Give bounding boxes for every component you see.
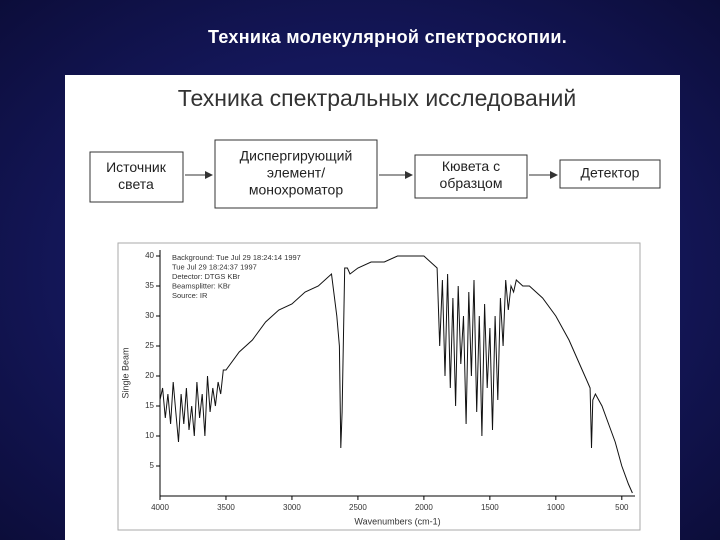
spectrum-line — [159, 255, 633, 494]
y-tick-label: 5 — [150, 461, 155, 470]
slide-title: Техника молекулярной спектроскопии. — [207, 27, 568, 47]
node-label: монохроматор — [249, 182, 343, 198]
x-tick-label: 2500 — [349, 503, 367, 512]
node-label: Детектор — [581, 165, 640, 181]
node-label: Источник — [106, 159, 167, 175]
node-box — [414, 154, 528, 199]
annotation: Beamsplitter: KBr — [172, 281, 231, 290]
node-label: образцом — [440, 175, 503, 191]
annotation: Detector: DTGS KBr — [172, 272, 240, 281]
y-tick-label: 25 — [145, 341, 154, 350]
node-box — [89, 151, 184, 203]
x-tick-label: 3500 — [217, 503, 235, 512]
annotation: Source: IR — [172, 291, 208, 300]
x-tick-label: 1500 — [481, 503, 499, 512]
node-label: Кювета с — [442, 158, 500, 174]
annotation: Background: Tue Jul 29 18:24:14 1997 — [172, 253, 301, 262]
x-tick-label: 4000 — [151, 503, 169, 512]
chart-frame — [117, 242, 641, 531]
y-tick-label: 30 — [145, 311, 154, 320]
y-tick-label: 10 — [145, 431, 154, 440]
y-tick-label: 35 — [145, 281, 154, 290]
x-tick-label: 500 — [615, 503, 629, 512]
y-tick-label: 40 — [145, 251, 154, 260]
y-tick-label: 15 — [145, 401, 154, 410]
x-tick-label: 2000 — [415, 503, 433, 512]
node-label: Диспергирующий — [240, 148, 353, 164]
x-tick-label: 3000 — [283, 503, 301, 512]
node-box — [214, 139, 378, 209]
node-box — [559, 159, 661, 189]
y-tick-label: 20 — [145, 371, 154, 380]
annotation: Tue Jul 29 18:24:37 1997 — [172, 262, 257, 271]
node-label: света — [118, 176, 154, 192]
y-axis-label: Single Beam — [120, 347, 130, 398]
x-axis-label: Wavenumbers (cm-1) — [354, 516, 440, 526]
node-label: элемент/ — [267, 165, 325, 181]
x-tick-label: 1000 — [547, 503, 565, 512]
diagram-title: Техника спектральных исследований — [178, 85, 576, 111]
